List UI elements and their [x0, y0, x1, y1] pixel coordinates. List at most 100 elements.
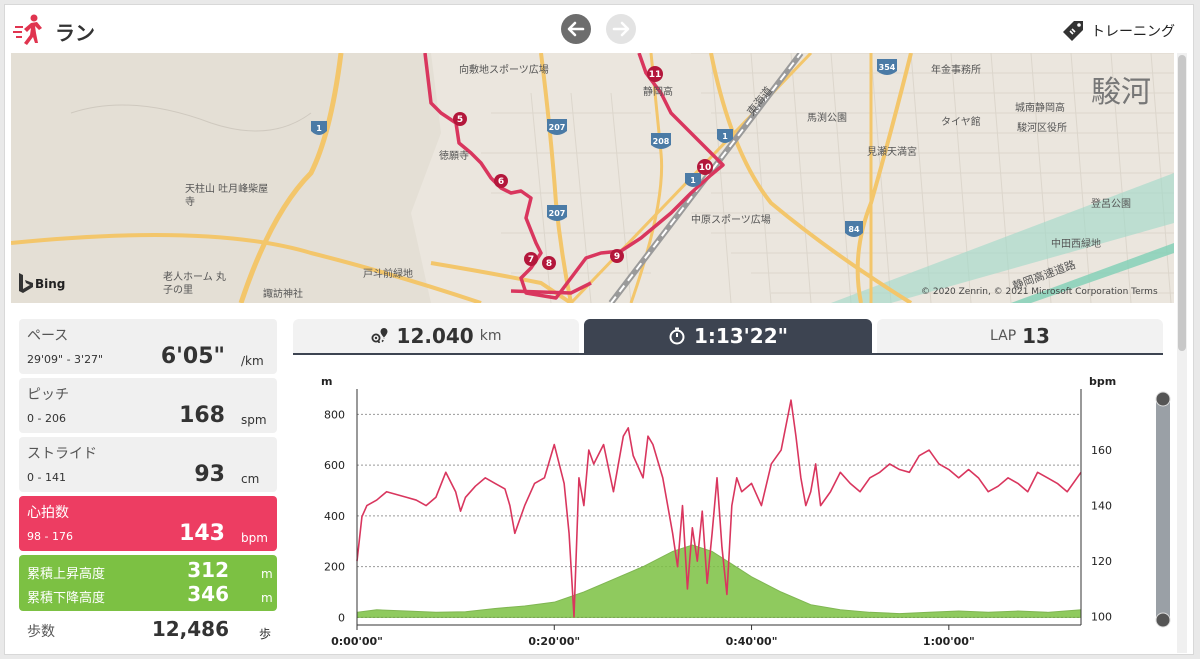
y-left-axis-label: m	[321, 375, 332, 388]
runner-icon	[13, 14, 42, 45]
range-slider-track	[1156, 395, 1170, 625]
y-left-tick-label: 800	[324, 408, 345, 421]
map-label: 老人ホーム 丸子の里	[163, 272, 226, 296]
route-pin-icon	[371, 328, 388, 343]
pitch-value: 168	[179, 403, 225, 428]
heart-rate-value: 143	[179, 521, 225, 546]
stride-unit: cm	[241, 472, 260, 486]
distance-unit: km	[479, 328, 502, 344]
pace-card[interactable]: ペース 29'09" - 3'27" 6'05" /km	[19, 319, 277, 374]
svg-text:354: 354	[879, 63, 896, 72]
previous-button[interactable]	[561, 14, 591, 44]
lap-prefix: LAP	[990, 328, 1017, 344]
map-label: 馬渕公園	[807, 113, 847, 124]
map-label: 戸斗前緑地	[363, 269, 413, 280]
ascent-value: 312	[187, 558, 229, 582]
pitch-range: 0 - 206	[27, 412, 66, 425]
steps-value: 12,486	[151, 617, 229, 641]
pitch-label: ピッチ	[27, 387, 69, 403]
x-tick-label: 1:00'00"	[923, 635, 975, 648]
stats-panel: ペース 29'09" - 3'27" 6'05" /km ピッチ 0 - 206…	[19, 319, 277, 645]
heart-rate-card[interactable]: 心拍数 98 - 176 143 bpm	[19, 496, 277, 551]
training-label: トレーニング	[1091, 24, 1175, 40]
svg-text:9: 9	[614, 252, 620, 262]
map-label: 登呂公園	[1091, 199, 1131, 210]
pace-range: 29'09" - 3'27"	[27, 353, 104, 366]
next-button[interactable]	[606, 14, 636, 44]
svg-text:7: 7	[528, 255, 534, 265]
heart-rate-range: 98 - 176	[27, 530, 73, 543]
map-label: 城南静岡高	[1015, 103, 1065, 114]
pitch-unit: spm	[241, 413, 267, 427]
stopwatch-icon	[669, 327, 685, 345]
map-label: 見瀬天満宮	[867, 147, 917, 158]
range-slider-top-handle	[1155, 391, 1171, 407]
training-button[interactable]: トレーニング	[1061, 19, 1175, 43]
scrollbar-track[interactable]	[1177, 53, 1187, 653]
svg-text:6: 6	[498, 177, 504, 187]
map-label: 天柱山 吐月峰柴屋寺	[185, 184, 269, 208]
y-right-tick-label: 140	[1091, 500, 1112, 513]
time-value: 1:13'22"	[693, 324, 789, 348]
y-left-tick-label: 0	[338, 611, 345, 624]
y-right-tick-label: 100	[1091, 611, 1112, 624]
header-bar: ラン トレーニング	[5, 5, 1193, 53]
map-label: 中原スポーツ広場	[691, 215, 771, 226]
tab-lap[interactable]: LAP 13	[877, 319, 1163, 353]
heart-rate-line	[356, 399, 1082, 618]
y-left-tick-label: 600	[324, 459, 345, 472]
route-map[interactable]: 1 207 208 207 1 84 354 1 5 6 7 8 9 10 11 向敷地ス…	[11, 53, 1174, 303]
bing-logo: Bing	[35, 277, 66, 291]
map-label: 向敷地スポーツ広場	[459, 65, 549, 76]
x-tick-label: 0:40'00"	[726, 635, 778, 648]
elevation-heart-rate-chart[interactable]: 0 200 400 600 800 100 120 140 160 m bpm 0:00'00" 0:2…	[301, 367, 1171, 654]
tab-distance[interactable]: 12.040 km	[293, 319, 579, 353]
pace-value: 6'05"	[160, 344, 225, 369]
pace-unit: /km	[241, 354, 264, 368]
heart-rate-label: 心拍数	[27, 505, 69, 521]
map-label: 駿河区役所	[1017, 123, 1067, 134]
steps-label: 歩数	[27, 624, 55, 640]
chart-svg: 0 200 400 600 800 100 120 140 160 m bpm 0:00'00" 0:2…	[321, 375, 1171, 648]
distance-value: 12.040	[396, 324, 474, 348]
descent-unit: m	[261, 591, 273, 605]
y-right-axis-label: bpm	[1089, 375, 1116, 388]
svg-text:1: 1	[690, 176, 696, 185]
svg-text:1: 1	[316, 124, 322, 133]
svg-text:10: 10	[699, 163, 712, 173]
arrow-right-icon	[612, 21, 630, 37]
svg-text:1: 1	[722, 132, 728, 141]
svg-text:207: 207	[549, 123, 566, 132]
scrollbar-thumb[interactable]	[1178, 55, 1186, 351]
arrow-left-icon	[567, 21, 585, 37]
elevation-card[interactable]: 累積上昇高度 312 m 累積下降高度 346 m	[19, 555, 277, 611]
lap-value: 13	[1022, 324, 1050, 348]
map-label: 中田西緑地	[1051, 239, 1101, 250]
pitch-card[interactable]: ピッチ 0 - 206 168 spm	[19, 378, 277, 433]
app-window: ラン トレーニング	[4, 4, 1194, 655]
steps-row[interactable]: 歩数 12,486 歩	[19, 615, 277, 645]
svg-text:208: 208	[653, 137, 670, 146]
x-tick-label: 0:00'00"	[331, 635, 383, 648]
stride-card[interactable]: ストライド 0 - 141 93 cm	[19, 437, 277, 492]
map-label: 徳願寺	[439, 151, 469, 162]
tab-time[interactable]: 1:13'22"	[584, 319, 872, 353]
map-label: 静岡高	[643, 87, 673, 98]
map-label: 年金事務所	[931, 65, 981, 76]
elevation-area	[356, 544, 1082, 618]
x-tick-label: 0:20'00"	[528, 635, 580, 648]
y-left-tick-label: 200	[324, 561, 345, 574]
map-credit[interactable]: © 2020 Zenrin, © 2021 Microsoft Corporat…	[921, 287, 1158, 297]
y-right-tick-label: 160	[1091, 444, 1112, 457]
metric-tabs: 12.040 km 1:13'22" LAP 13	[293, 319, 1163, 355]
svg-text:5: 5	[457, 115, 463, 125]
stride-label: ストライド	[27, 446, 97, 462]
pace-label: ペース	[27, 328, 69, 344]
map-region-text: 駿河	[1091, 75, 1151, 110]
map-label: タイヤ館	[941, 117, 981, 128]
y-right-tick-label: 120	[1091, 555, 1112, 568]
stride-value: 93	[194, 462, 225, 487]
svg-text:207: 207	[549, 209, 566, 218]
range-slider-bottom-handle	[1155, 612, 1171, 628]
svg-text:11: 11	[649, 70, 662, 80]
